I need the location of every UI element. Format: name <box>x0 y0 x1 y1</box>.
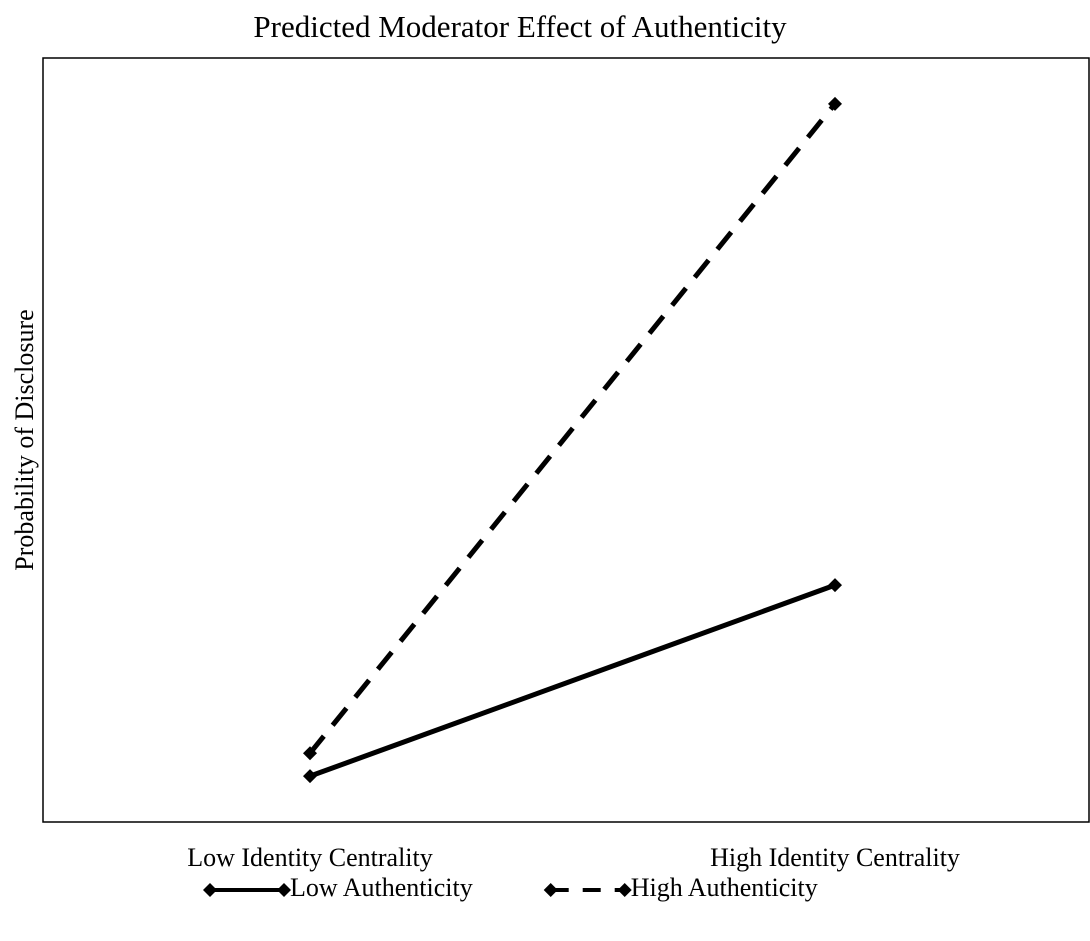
marker <box>828 96 842 111</box>
legend-marker <box>617 883 632 897</box>
y-axis-label: Probability of Disclosure <box>10 309 39 570</box>
legend-marker <box>277 883 291 897</box>
marker <box>303 746 317 761</box>
chart-title: Predicted Moderator Effect of Authentici… <box>253 9 787 44</box>
legend-label: Low Authenticity <box>290 873 473 902</box>
plot-frame <box>42 57 1090 823</box>
x-tick-label: High Identity Centrality <box>710 843 960 872</box>
x-tick-label: Low Identity Centrality <box>187 843 433 872</box>
series-line <box>308 102 837 755</box>
marker <box>303 769 317 784</box>
marker <box>828 578 842 593</box>
series-line <box>309 582 836 779</box>
legend-label: High Authenticity <box>631 873 818 902</box>
